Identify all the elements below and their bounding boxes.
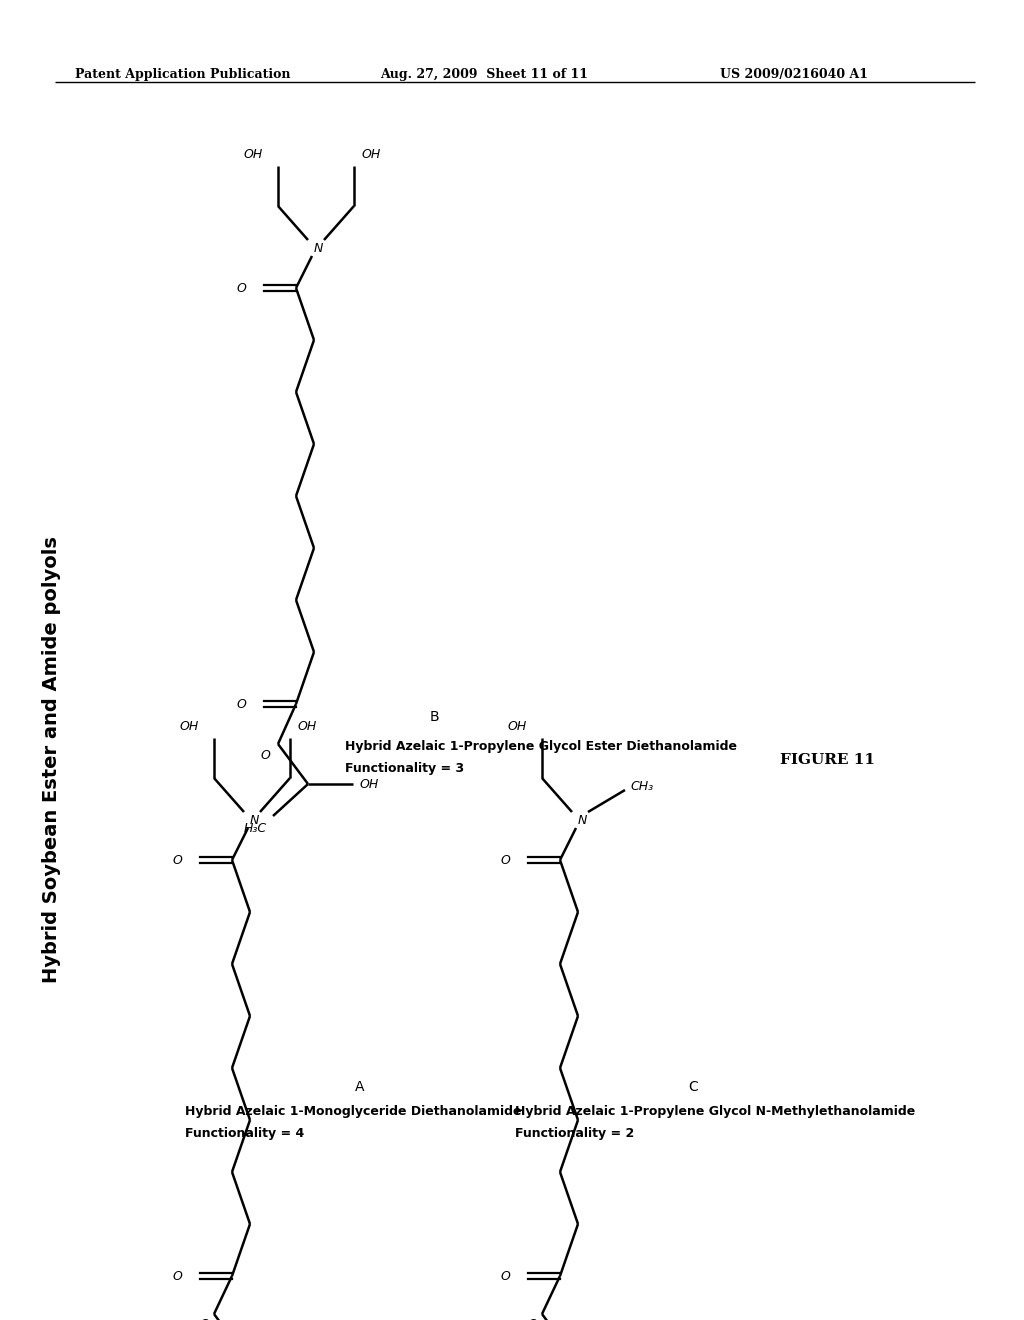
Text: O: O bbox=[172, 1270, 182, 1283]
Text: N: N bbox=[578, 813, 587, 826]
Text: Functionality = 4: Functionality = 4 bbox=[185, 1127, 304, 1140]
Text: OH: OH bbox=[508, 719, 527, 733]
Text: OH: OH bbox=[244, 148, 263, 161]
Text: Functionality = 2: Functionality = 2 bbox=[515, 1127, 634, 1140]
Text: Aug. 27, 2009  Sheet 11 of 11: Aug. 27, 2009 Sheet 11 of 11 bbox=[380, 69, 588, 81]
Text: O: O bbox=[500, 854, 510, 866]
Text: O: O bbox=[237, 281, 246, 294]
Text: C: C bbox=[688, 1080, 697, 1094]
Text: Patent Application Publication: Patent Application Publication bbox=[75, 69, 291, 81]
Text: B: B bbox=[430, 710, 439, 723]
Text: OH: OH bbox=[180, 719, 199, 733]
Text: N: N bbox=[249, 813, 259, 826]
Text: Hybrid Azelaic 1-Monoglyceride Diethanolamide: Hybrid Azelaic 1-Monoglyceride Diethanol… bbox=[185, 1105, 521, 1118]
Text: OH: OH bbox=[362, 148, 381, 161]
Text: A: A bbox=[355, 1080, 365, 1094]
Text: H₃C: H₃C bbox=[244, 822, 267, 836]
Text: O: O bbox=[500, 1270, 510, 1283]
Text: Hybrid Azelaic 1-Propylene Glycol Ester Diethanolamide: Hybrid Azelaic 1-Propylene Glycol Ester … bbox=[345, 741, 737, 752]
Text: O: O bbox=[199, 1317, 209, 1320]
Text: N: N bbox=[313, 242, 323, 255]
Text: OH: OH bbox=[298, 719, 317, 733]
Text: US 2009/0216040 A1: US 2009/0216040 A1 bbox=[720, 69, 868, 81]
Text: CH₃: CH₃ bbox=[630, 780, 653, 793]
Text: FIGURE 11: FIGURE 11 bbox=[780, 752, 874, 767]
Text: Hybrid Soybean Ester and Amide polyols: Hybrid Soybean Ester and Amide polyols bbox=[43, 536, 61, 983]
Text: Hybrid Azelaic 1-Propylene Glycol N-Methylethanolamide: Hybrid Azelaic 1-Propylene Glycol N-Meth… bbox=[515, 1105, 915, 1118]
Text: O: O bbox=[527, 1317, 537, 1320]
Text: O: O bbox=[260, 748, 270, 762]
Text: O: O bbox=[172, 854, 182, 866]
Text: Functionality = 3: Functionality = 3 bbox=[345, 762, 464, 775]
Text: O: O bbox=[237, 697, 246, 710]
Text: OH: OH bbox=[360, 777, 379, 791]
